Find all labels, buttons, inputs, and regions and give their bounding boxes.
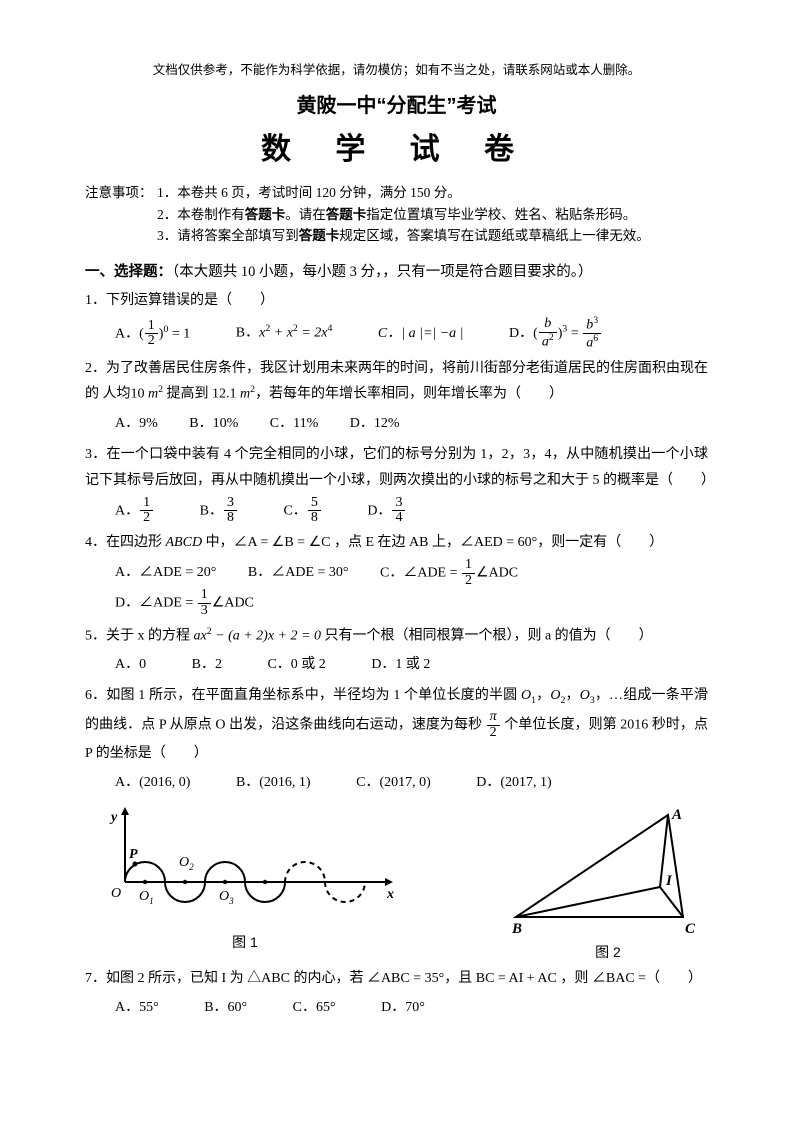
q1-opt-a: A．(12)0 = 1 <box>115 319 190 349</box>
q7-opt-b: B．60° <box>204 994 247 1022</box>
notice-3-pre: 请将答案全部填写到 <box>177 228 299 243</box>
svg-text:C: C <box>685 921 696 937</box>
q7-opt-a: A．55° <box>115 994 159 1022</box>
question-7: 7．如图 2 所示，已知 I 为 △ABC 的内心，若 ∠ABC = 35°，且… <box>85 966 708 992</box>
question-1: 1．下列运算错误的是（ ） <box>85 288 708 314</box>
section-1-rest: （本大题共 10 小题，每小题 3 分，，只有一项是符合题目要求的。） <box>172 264 593 280</box>
q2-opt-c: C．11% <box>270 410 318 438</box>
q3-opt-d: D．34 <box>367 496 406 526</box>
figure-1-svg: y x O P O1 O2 O3 <box>95 807 395 927</box>
question-5-options: A．0 B．2 C．0 或 2 D．1 或 2 <box>115 651 708 679</box>
q4-opt-c: C．∠ADE = 12∠ADC <box>380 558 518 588</box>
q2-opt-d: D．12% <box>350 410 400 438</box>
svg-text:y: y <box>109 810 118 825</box>
svg-text:A: A <box>671 807 682 823</box>
q1-opt-c: C．| a |=| −a | <box>378 320 464 348</box>
question-3: 3．在一个口袋中装有 4 个完全相同的小球，它们的标号分别为 1，2，3，4，从… <box>85 442 708 494</box>
q1-a-eq: = 1 <box>168 326 190 341</box>
svg-text:O2: O2 <box>179 855 194 872</box>
q6-opt-c: C．(2017, 0) <box>356 769 431 797</box>
question-4-options: A．∠ADE = 20° B．∠ADE = 30° C．∠ADE = 12∠AD… <box>115 558 708 619</box>
q4-opt-b: B．∠ADE = 30° <box>248 559 349 587</box>
figure-1-caption: 图 1 <box>95 931 395 953</box>
q5-opt-a: A．0 <box>115 651 146 679</box>
notice-2-b1: 答题卡 <box>245 207 286 222</box>
q3-opt-a: A．12 <box>115 496 154 526</box>
q1-a-den: 2 <box>145 334 158 349</box>
q5-opt-d: D．1 或 2 <box>371 651 430 679</box>
q1-opt-d: D．(ba2)3 = b3a6 <box>509 316 602 352</box>
q1-a-label: A． <box>115 326 139 341</box>
q6-opt-a: A．(2016, 0) <box>115 769 190 797</box>
notice-2-post: 指定位置填写毕业学校、姓名、粘贴条形码。 <box>366 207 636 222</box>
notice-3-idx: 3． <box>157 228 177 243</box>
figures-row: y x O P O1 O2 O3 图 1 A B C I 图 2 <box>95 807 708 963</box>
svg-text:x: x <box>386 887 394 902</box>
figure-2: A B C I 图 2 <box>508 807 708 963</box>
q1-d-label: D． <box>509 326 533 341</box>
svg-text:O: O <box>111 886 121 901</box>
section-1-bold: 一、选择题： <box>85 264 172 280</box>
question-7-options: A．55° B．60° C．65° D．70° <box>115 994 708 1022</box>
svg-text:O1: O1 <box>139 889 154 906</box>
question-3-options: A．12 B．38 C．58 D．34 <box>115 496 708 526</box>
exam-title-line1: 黄陂一中“分配生”考试 <box>85 90 708 122</box>
q2-opt-b: B．10% <box>189 410 238 438</box>
q7-opt-c: C．65° <box>293 994 336 1022</box>
figure-2-svg: A B C I <box>508 807 708 937</box>
figure-2-caption: 图 2 <box>508 941 708 963</box>
question-1-options: A．(12)0 = 1 B．x2 + x2 = 2x4 C．| a |=| −a… <box>115 316 708 352</box>
q6-opt-b: B．(2016, 1) <box>236 769 311 797</box>
q5-opt-b: B．2 <box>192 651 222 679</box>
q5-opt-c: C．0 或 2 <box>267 651 325 679</box>
question-6: 6．如图 1 所示，在平面直角坐标系中，半径均为 1 个单位长度的半圆 O1，O… <box>85 683 708 766</box>
notice-label: 注意事项： <box>85 182 157 204</box>
question-4: 4．在四边形 ABCD 中，∠A = ∠B = ∠C ，点 E 在边 AB 上，… <box>85 530 708 556</box>
notice-item-3: 3．请将答案全部填写到答题卡规定区域，答案填写在试题纸或草稿纸上一律无效。 <box>157 225 708 247</box>
q4-opt-d: D．∠ADE = 13∠ADC <box>115 588 254 618</box>
q7-opt-d: D．70° <box>381 994 425 1022</box>
svg-text:O3: O3 <box>219 889 234 906</box>
q1-b-label: B． <box>236 326 259 341</box>
notice-item-2: 2．本卷制作有答题卡。请在答题卡指定位置填写毕业学校、姓名、粘贴条形码。 <box>157 204 708 226</box>
q6-opt-d: D．(2017, 1) <box>476 769 551 797</box>
svg-text:I: I <box>665 873 673 889</box>
q2-stem-d: ，若每年的年增长率相同，则年增长率为（ ） <box>255 387 563 402</box>
notice-2-pre: 本卷制作有 <box>177 207 245 222</box>
notice-2-mid: 。请在 <box>285 207 326 222</box>
q3-opt-c: C．58 <box>283 496 321 526</box>
q1-opt-b: B．x2 + x2 = 2x4 <box>236 319 333 348</box>
q4-opt-a: A．∠ADE = 20° <box>115 559 216 587</box>
disclaimer-text: 文档仅供参考，不能作为科学依据，请勿模仿；如有不当之处，请联系网站或本人删除。 <box>85 60 708 80</box>
notice-2-b2: 答题卡 <box>326 207 367 222</box>
q1-a-num: 1 <box>145 319 158 335</box>
q2-stem-b: 人均 <box>103 387 131 402</box>
notice-3-post: 规定区域，答案填写在试题纸或草稿纸上一律无效。 <box>339 228 650 243</box>
notice-2-idx: 2． <box>157 207 177 222</box>
svg-text:B: B <box>511 921 522 937</box>
notice-block: 注意事项： 1．本卷共 6 页，考试时间 120 分钟，满分 150 分。 2．… <box>85 182 708 247</box>
figure-1: y x O P O1 O2 O3 图 1 <box>95 807 395 963</box>
q2-opt-a: A．9% <box>115 410 158 438</box>
notice-1-idx: 1． <box>157 185 177 200</box>
question-2-options: A．9% B．10% C．11% D．12% <box>115 410 708 438</box>
question-5: 5．关于 x 的方程 ax2 − (a + 2)x + 2 = 0 只有一个根（… <box>85 623 708 650</box>
svg-text:P: P <box>129 847 138 862</box>
question-6-options: A．(2016, 0) B．(2016, 1) C．(2017, 0) D．(2… <box>115 769 708 797</box>
section-1-title: 一、选择题：（本大题共 10 小题，每小题 3 分，，只有一项是符合题目要求的。… <box>85 261 708 284</box>
exam-title-line2: 数 学 试 卷 <box>85 126 708 174</box>
notice-1-text: 本卷共 6 页，考试时间 120 分钟，满分 150 分。 <box>177 185 461 200</box>
notice-3-b1: 答题卡 <box>299 228 340 243</box>
q3-opt-b: B．38 <box>200 496 238 526</box>
question-2: 2．为了改善居民住房条件，我区计划用未来两年的时间，将前川街部分老街道居民的住房… <box>85 356 708 408</box>
notice-item-1: 1．本卷共 6 页，考试时间 120 分钟，满分 150 分。 <box>157 182 708 204</box>
